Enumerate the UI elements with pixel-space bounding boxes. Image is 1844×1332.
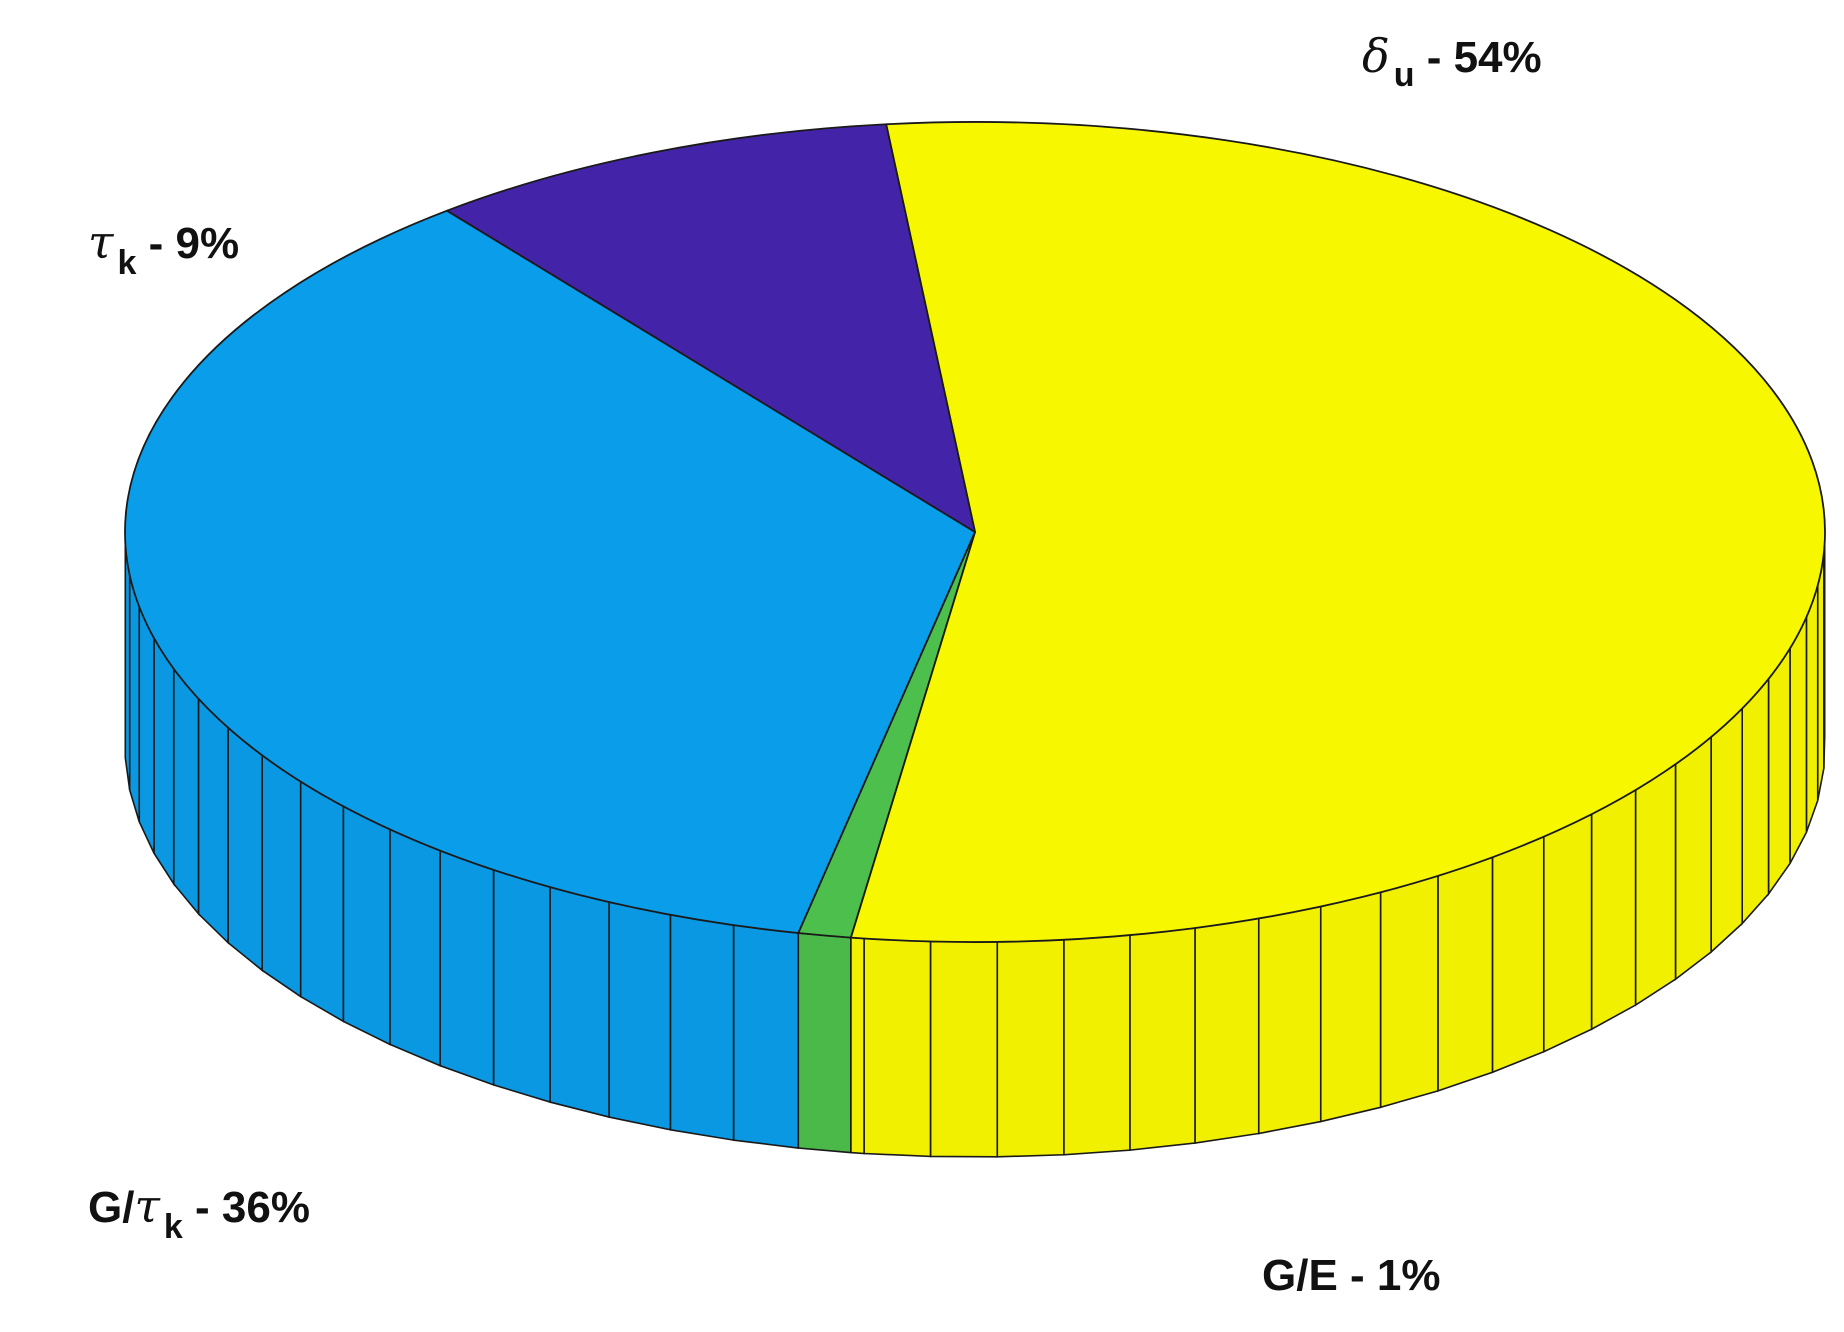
pie-side-segment: [1674, 735, 1712, 981]
pie-side-segment: [138, 606, 155, 854]
pie-side-segment: [1542, 812, 1593, 1053]
pie-side-segment: [389, 828, 441, 1067]
pie-side-segment: [299, 780, 345, 1023]
pie-side-segment: [608, 901, 672, 1131]
pie-side-segment: [172, 666, 200, 916]
pie-side-segment: [1194, 917, 1260, 1144]
pie-side-segment: [342, 805, 391, 1046]
pie-side-segment: [1816, 553, 1825, 801]
pie-side-segment: [1767, 645, 1791, 897]
pie-side-segment: [1491, 835, 1545, 1074]
pie-side-segment: [128, 574, 141, 822]
pie-side-segment: [929, 940, 999, 1158]
pie-side-segment: [1129, 927, 1196, 1152]
pie-side-segment: [1741, 676, 1770, 926]
pie-side-segment: [732, 924, 800, 1149]
pie-side-segment: [124, 542, 131, 790]
pie-side-segment: [863, 937, 932, 1158]
pie-side-segment: [996, 938, 1065, 1158]
pie-side-walls: [124, 521, 1826, 1158]
pie-side-segment: [1805, 585, 1819, 833]
pie-slice: [849, 121, 1826, 943]
pie-slice: [446, 123, 976, 533]
pie-side-segment: [1634, 762, 1677, 1007]
pie-side-segment: [439, 849, 495, 1087]
pie-side-segment: [1710, 706, 1743, 954]
pie-slice: [124, 209, 976, 934]
pie-top-faces: [124, 121, 1826, 943]
pie-side-segment: [1257, 905, 1322, 1135]
pie-side-segment: [227, 725, 263, 972]
pie-side-segment: [669, 913, 735, 1142]
pie-side-segment: [197, 696, 229, 945]
pie-side-segment: [1319, 891, 1382, 1123]
pie-side-segment: [850, 936, 865, 1155]
pie-side-segment: [1789, 616, 1808, 864]
pie-side-segment: [1590, 788, 1637, 1031]
pie-side-segment: [1379, 874, 1439, 1109]
pie-side-segment: [153, 635, 175, 887]
slice-label-g-over-e: G/E - 1%: [1262, 1251, 1441, 1300]
pie-side-segment: [492, 868, 551, 1104]
slice-label-g-over-tau-k: G/τ k - 36%: [88, 1179, 310, 1246]
pie-side-segment: [261, 753, 302, 999]
pie-side-segment: [1437, 856, 1494, 1092]
pie-side-segment: [549, 886, 610, 1119]
pie-side-segment: [797, 932, 852, 1154]
pie-side-segment: [1063, 934, 1131, 1156]
